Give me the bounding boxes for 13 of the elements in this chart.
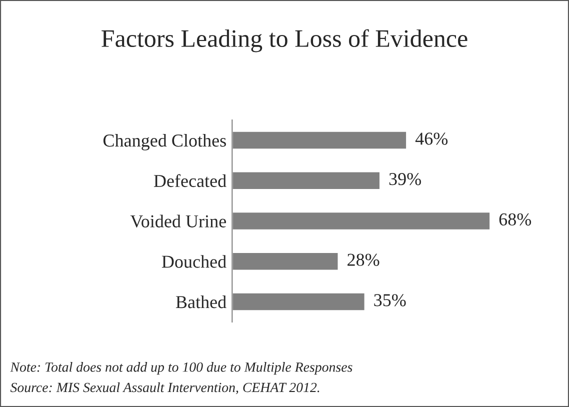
data-label: 46% <box>415 132 448 145</box>
y-tick-label: Changed Clothes <box>103 134 226 150</box>
source-note: Source: MIS Sexual Assault Intervention, CEHAT 2012. <box>10 382 320 394</box>
y-tick-label: Douched <box>162 255 226 268</box>
data-label: 28% <box>348 254 380 266</box>
y-tick-label: Bathed <box>176 295 226 308</box>
data-label: 39% <box>389 172 421 186</box>
data-label: 35% <box>374 294 406 306</box>
chart-title: Factors Leading to Loss of Evidence <box>102 29 468 52</box>
y-tick-label: Defecated <box>154 174 226 188</box>
text: Note: Total does not add up to 100 due to Multiple Responses <box>10 362 352 375</box>
data-label: 68% <box>499 213 532 226</box>
y-tick-label: Voided Urine <box>130 214 226 228</box>
